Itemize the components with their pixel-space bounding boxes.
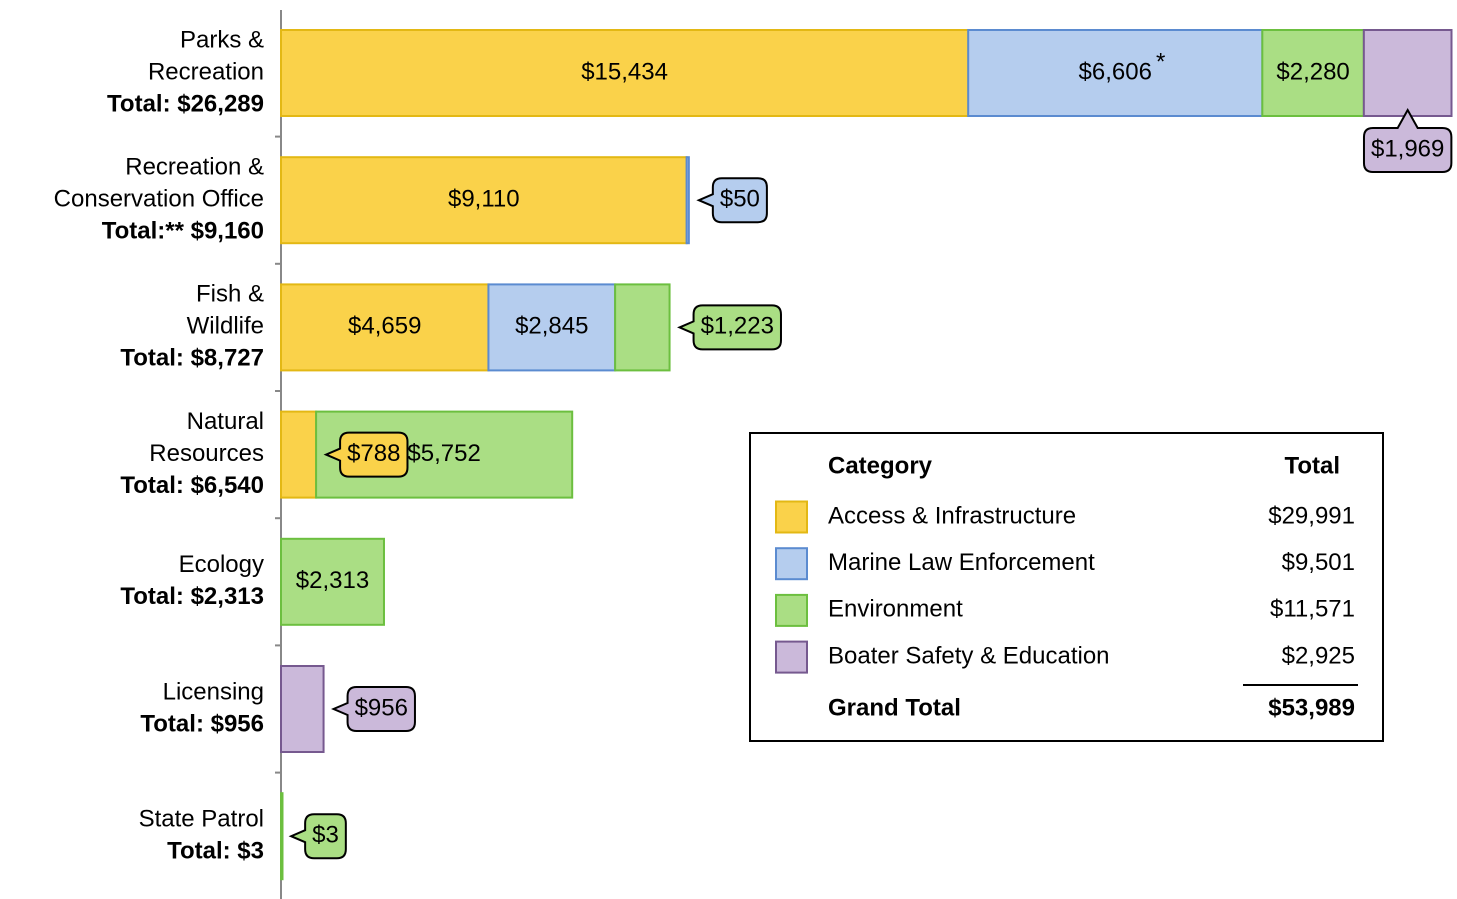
category-label: Fish & [196,281,264,308]
callout [288,813,347,860]
bar-segment [280,410,318,499]
callout [696,177,768,224]
bar-segment [280,283,490,372]
legend-swatch [775,640,808,674]
value-label: $15,434 [581,58,668,85]
value-label: $956 [355,694,408,721]
value-label: $5,752 [407,440,480,467]
value-label: $50 [720,186,760,213]
category-label: State Patrol [139,806,264,833]
category-label: Parks & [180,26,264,53]
category-total: Total: $8,727 [120,345,264,372]
legend-box [749,432,1384,742]
callout-box [677,304,782,351]
legend-total: $2,925 [1282,642,1355,669]
value-label: $4,659 [348,313,421,340]
category-label: Recreation & [125,154,264,181]
value-label: $1,223 [701,313,774,340]
bar-segment [280,792,284,881]
value-label: $3 [312,822,339,849]
legend-header: Category [828,452,933,479]
legend-label: Access & Infrastructure [828,502,1076,529]
legend-label: Boater Safety & Education [828,642,1110,669]
category-label: Conservation Office [54,186,264,213]
legend-total: $11,571 [1270,596,1355,623]
callout-box [696,177,768,224]
legend-total: $29,991 [1268,502,1355,529]
callout-box [323,431,409,478]
bar-segment [487,283,617,372]
value-label: $2,280 [1276,58,1349,85]
value-label: $6,606 [1079,58,1152,85]
category-total: Total: $956 [140,710,264,737]
value-label: $2,845 [515,313,588,340]
category-total: Total: $6,540 [120,472,264,499]
callout [323,431,409,478]
grand-total: $53,989 [1268,694,1355,721]
value-label: $2,313 [296,567,369,594]
bar-segment [685,156,690,245]
category-label: Natural [187,408,264,435]
category-total: Total: $3 [167,838,264,865]
category-total: Total:** $9,160 [102,218,264,245]
callout-box [331,686,416,732]
bar-segment [614,283,671,372]
category-label: Recreation [148,58,264,85]
category-label: Wildlife [187,313,264,340]
bar-segment [280,537,385,626]
value-label: $788 [347,440,400,467]
value-label: $9,110 [448,186,520,213]
callout-box [1362,107,1453,173]
callout [1362,107,1453,173]
callout-box [288,813,347,860]
category-label: Licensing [163,678,264,705]
legend-swatch [775,547,808,581]
category-total: Total: $2,313 [120,583,264,610]
category-label: Ecology [179,551,264,578]
legend-label: Marine Law Enforcement [828,549,1095,576]
bar-segment [1362,29,1453,117]
legend-swatch [775,593,808,627]
callout [331,686,416,732]
bar-segment [280,665,325,753]
legend-total-header: Total [1284,452,1340,479]
category-label: Resources [149,440,264,467]
legend-label: Environment [828,596,963,623]
value-label: $1,969 [1371,135,1444,162]
legend-total: $9,501 [1282,549,1355,576]
annotation: * [1156,48,1165,75]
callout [677,304,782,351]
legend-swatch [775,500,808,534]
category-total: Total: $26,289 [107,90,264,117]
bar-segment [280,29,970,117]
grand-total-label: Grand Total [828,694,961,721]
